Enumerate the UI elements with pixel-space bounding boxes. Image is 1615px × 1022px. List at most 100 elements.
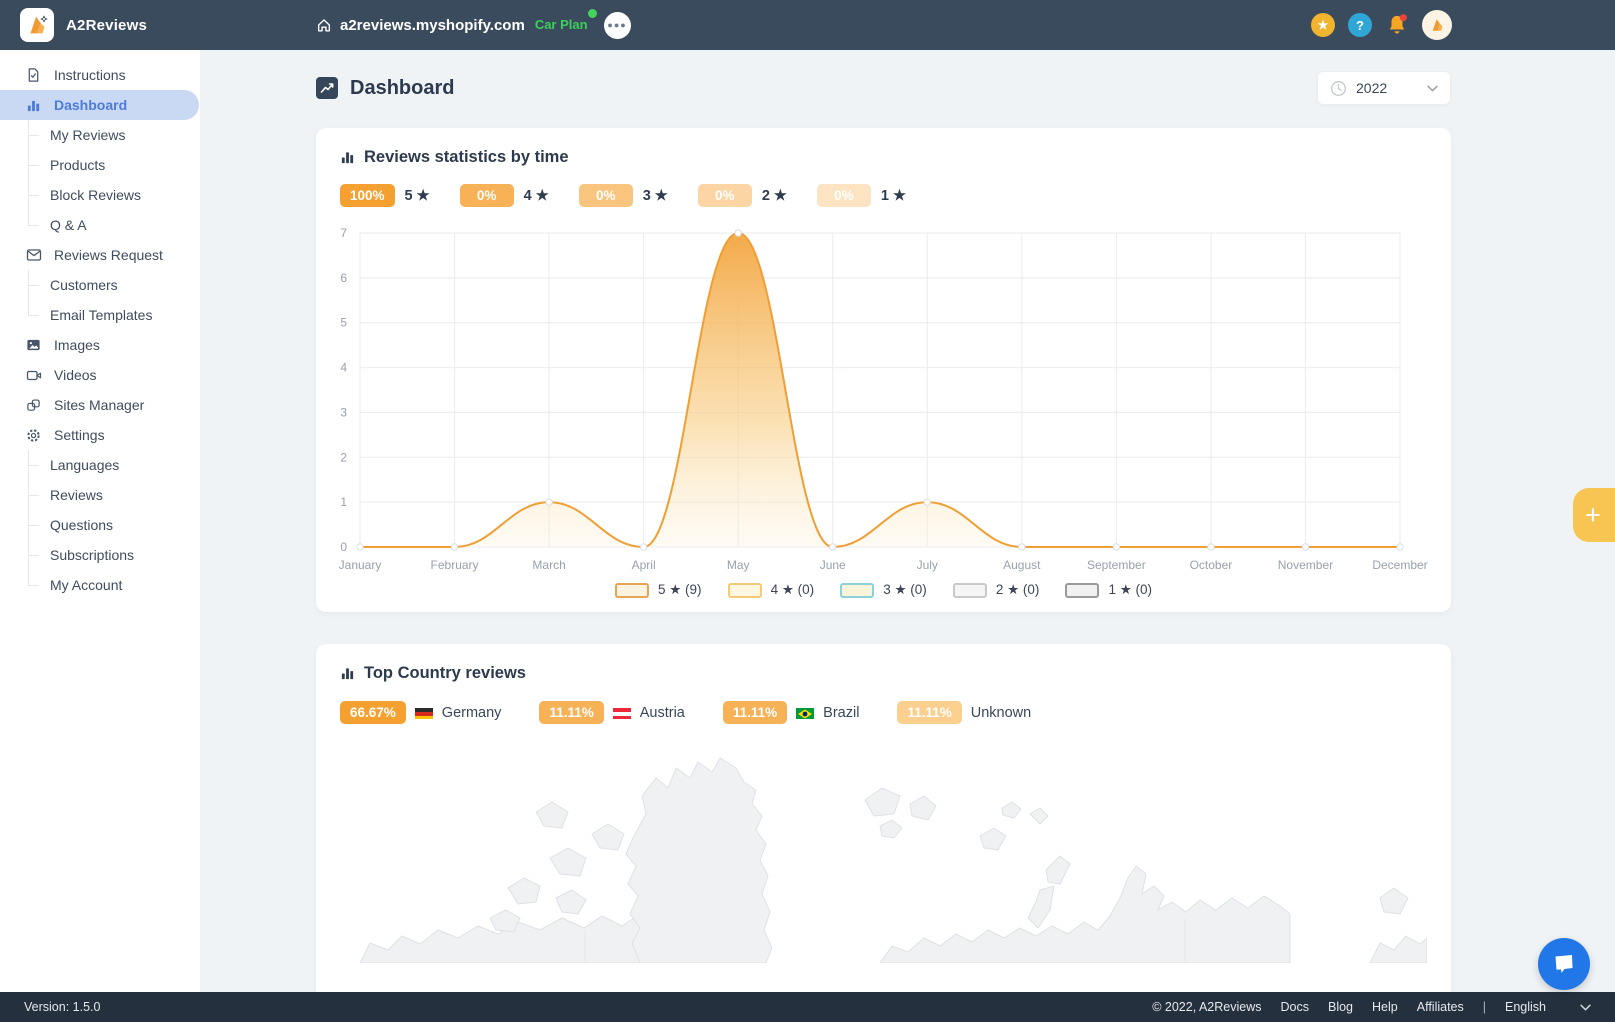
svg-text:October: October <box>1190 558 1233 572</box>
notifications-bell-icon[interactable] <box>1385 12 1409 38</box>
svg-text:November: November <box>1278 558 1333 572</box>
legend-item-1-star[interactable]: 1 ★ (0) <box>1065 582 1152 598</box>
bar-chart-icon <box>26 97 43 113</box>
sidebar-item-block-reviews[interactable]: Block Reviews <box>0 180 200 210</box>
svg-text:1: 1 <box>340 495 347 509</box>
sidebar-item-my-reviews[interactable]: My Reviews <box>0 120 200 150</box>
svg-text:March: March <box>532 558 565 572</box>
sidebar-item-label: Videos <box>54 367 97 383</box>
sidebar-item-label: Dashboard <box>54 97 128 113</box>
topbar-icons: ★ ? <box>1311 0 1452 50</box>
country-percent: 11.11% <box>897 701 962 724</box>
more-button[interactable]: ●●● <box>603 11 631 39</box>
sidebar-item-label: Subscriptions <box>50 547 135 563</box>
footer-link-help[interactable]: Help <box>1372 1000 1398 1014</box>
stats-card-title: Reviews statistics by time <box>340 148 1427 167</box>
chat-bubble-button[interactable] <box>1538 938 1590 990</box>
footer-link-affiliates[interactable]: Affiliates <box>1416 1000 1464 1014</box>
legend-swatch <box>1065 582 1100 598</box>
world-map <box>340 738 1428 968</box>
sidebar-item-instructions[interactable]: Instructions <box>0 60 200 90</box>
top-country-reviews-card: Top Country reviews 66.67% Germany 11.11… <box>316 644 1451 992</box>
bar-chart-icon <box>341 668 354 680</box>
avatar[interactable] <box>1422 10 1452 40</box>
sidebar-item-my-account[interactable]: My Account <box>0 570 200 600</box>
legend-item-2-star[interactable]: 2 ★ (0) <box>952 582 1039 598</box>
svg-text:December: December <box>1372 558 1427 572</box>
legend-label: 5 ★ (9) <box>657 582 702 597</box>
rating-badge-1: 0% 1 ★ <box>816 184 906 207</box>
rating-percent: 0% <box>459 184 514 207</box>
speech-bubble-icon <box>1555 955 1573 973</box>
sidebar-item-label: Questions <box>50 517 114 533</box>
star-rating-icon[interactable]: ★ <box>1311 13 1335 37</box>
help-icon[interactable]: ? <box>1348 13 1372 37</box>
country-name: Germany <box>441 704 502 721</box>
sidebar-item-customers[interactable]: Customers <box>0 270 200 300</box>
sidebar-item-languages[interactable]: Languages <box>0 450 200 480</box>
language-value: English <box>1505 1000 1546 1014</box>
sidebar-item-label: My Reviews <box>50 127 126 143</box>
legend-label: 4 ★ (0) <box>770 582 815 597</box>
sidebar-item-label: Reviews Request <box>54 247 163 263</box>
country-card-title: Top Country reviews <box>340 664 1427 683</box>
sidebar-subgroup-dashboard: My Reviews Products Block Reviews Q & A <box>0 120 200 240</box>
svg-text:January: January <box>339 558 382 572</box>
add-button[interactable]: + <box>1573 488 1615 542</box>
sidebar: Instructions Dashboard My Reviews Produc… <box>0 50 200 992</box>
sidebar-item-questions[interactable]: Questions <box>0 510 200 540</box>
brazil-flag-icon <box>796 707 815 719</box>
svg-text:6: 6 <box>340 271 347 285</box>
video-icon <box>26 367 43 383</box>
sidebar-item-label: Instructions <box>54 67 126 83</box>
sidebar-item-label: My Account <box>50 577 123 593</box>
sidebar-item-q-and-a[interactable]: Q & A <box>0 210 200 240</box>
sites-icon <box>26 397 43 413</box>
mail-icon <box>26 247 43 263</box>
footer-divider: | <box>1482 1000 1486 1014</box>
sidebar-item-label: Reviews <box>50 487 103 503</box>
rating-percent: 0% <box>816 184 871 207</box>
sidebar-item-dashboard[interactable]: Dashboard <box>0 90 199 120</box>
sidebar-item-sites-manager[interactable]: Sites Manager <box>0 390 200 420</box>
country-austria: 11.11% Austria <box>539 701 685 724</box>
sidebar-item-settings[interactable]: Settings <box>0 420 200 450</box>
sidebar-item-email-templates[interactable]: Email Templates <box>0 300 200 330</box>
country-unknown: 11.11% Unknown <box>897 701 1031 724</box>
sidebar-item-label: Q & A <box>50 217 87 233</box>
legend-swatch <box>614 582 649 598</box>
legend-swatch <box>727 582 762 598</box>
sidebar-item-label: Email Templates <box>50 307 153 323</box>
shop-domain: a2reviews.myshopify.com <box>340 16 525 34</box>
home-icon <box>317 19 331 32</box>
rating-badge-2: 0% 2 ★ <box>697 184 787 207</box>
app-logo-icon <box>20 8 54 42</box>
sidebar-item-videos[interactable]: Videos <box>0 360 200 390</box>
plan-badge: Car Plan <box>534 17 588 32</box>
sidebar-item-products[interactable]: Products <box>0 150 200 180</box>
footer-link-blog[interactable]: Blog <box>1327 1000 1354 1014</box>
svg-text:0: 0 <box>340 540 347 554</box>
chart-legend: 5 ★ (9) 4 ★ (0) 3 ★ (0) 2 ★ (0) 1 ★ (0) <box>316 582 1451 598</box>
country-badges: 66.67% Germany 11.11% Austria 11.11% Bra… <box>340 701 1427 724</box>
svg-text:7: 7 <box>340 226 347 240</box>
sidebar-subgroup-settings: Languages Reviews Questions Subscription… <box>0 450 200 600</box>
reviews-statistics-card: Reviews statistics by time 100% 5 ★ 0% 4 ★… <box>316 128 1451 612</box>
sidebar-item-label: Images <box>54 337 100 353</box>
language-select[interactable]: English <box>1505 1000 1591 1014</box>
year-select[interactable]: 2022 <box>1317 71 1451 105</box>
year-value: 2022 <box>1356 80 1388 96</box>
clock-icon <box>1331 80 1346 96</box>
footer-link-docs[interactable]: Docs <box>1280 1000 1309 1014</box>
legend-item-4-star[interactable]: 4 ★ (0) <box>727 582 815 598</box>
sidebar-item-images[interactable]: Images <box>0 330 200 360</box>
sidebar-item-reviews[interactable]: Reviews <box>0 480 200 510</box>
rating-badge-4: 0% 4 ★ <box>459 184 549 207</box>
legend-item-3-star[interactable]: 3 ★ (0) <box>840 582 927 598</box>
sidebar-item-subscriptions[interactable]: Subscriptions <box>0 540 200 570</box>
sidebar-item-reviews-request[interactable]: Reviews Request <box>0 240 200 270</box>
legend-item-5-star[interactable]: 5 ★ (9) <box>614 582 702 598</box>
legend-label: 1 ★ (0) <box>1108 582 1153 597</box>
svg-text:September: September <box>1087 558 1146 572</box>
